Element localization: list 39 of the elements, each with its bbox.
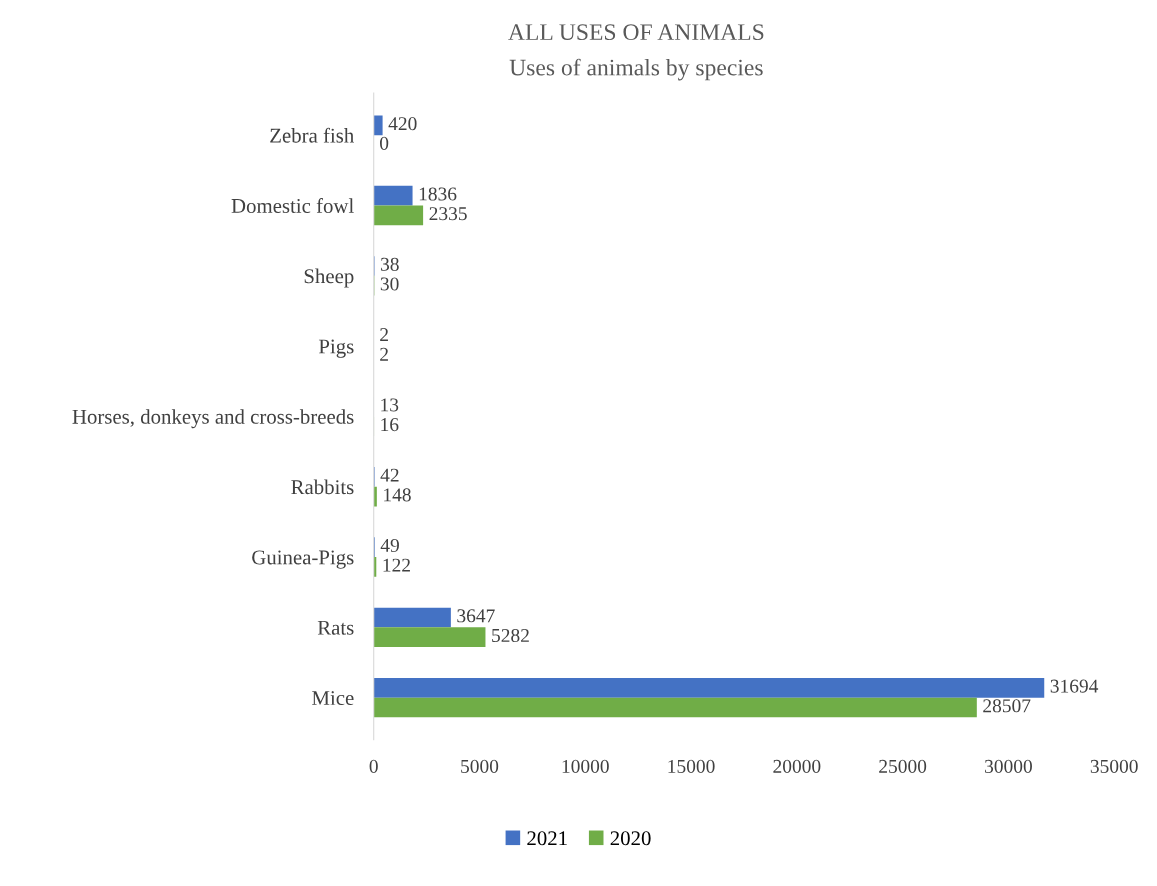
x-tick-label: 0 [369,759,378,773]
data-label: 148 [384,488,411,502]
chart-title: ALL USES OF ANIMALS [508,24,764,41]
data-label: 2335 [429,207,467,221]
data-label: 28507 [983,699,1031,713]
x-tick-label: 20000 [773,759,821,773]
x-tick-label: 15000 [668,759,715,773]
data-label: 3647 [457,609,495,623]
data-label: 0 [380,136,389,150]
data-label: 49 [380,538,399,553]
x-tick-label: 35000 [1090,759,1138,773]
data-label: 38 [381,257,399,271]
data-label: 31694 [1050,679,1099,693]
y-tick-label: Mice [312,691,354,706]
data-label: 30 [380,277,399,291]
data-label: 420 [388,117,417,131]
data-label: 42 [380,468,399,482]
x-tick-label: 30000 [985,759,1032,773]
y-tick-label: Sheep [304,268,354,288]
y-tick-label: Rats [317,620,354,635]
y-tick-label: Zebra fish [270,127,354,143]
chart-subtitle: Uses of animals by species [509,58,763,81]
x-tick-label: 5000 [461,759,499,773]
x-tick-label: 10000 [562,759,609,773]
legend-label: 2020 [610,831,651,846]
y-tick-label: Guinea-Pigs [252,550,354,569]
x-tick-label: 25000 [879,759,927,773]
data-label: 1836 [419,187,457,201]
y-tick-label: Domestic fowl [231,198,354,213]
legend-label: 2021 [527,831,567,846]
data-label: 2 [380,328,388,341]
y-tick-label: Horses, donkeys and cross-breeds [72,409,354,429]
data-label: 16 [381,418,399,432]
data-label: 122 [383,558,410,572]
data-label: 13 [381,398,399,412]
data-label: 5282 [492,628,529,643]
y-tick-label: Pigs [318,339,354,358]
y-tick-label: Rabbits [291,479,354,495]
data-label: 2 [380,347,388,361]
